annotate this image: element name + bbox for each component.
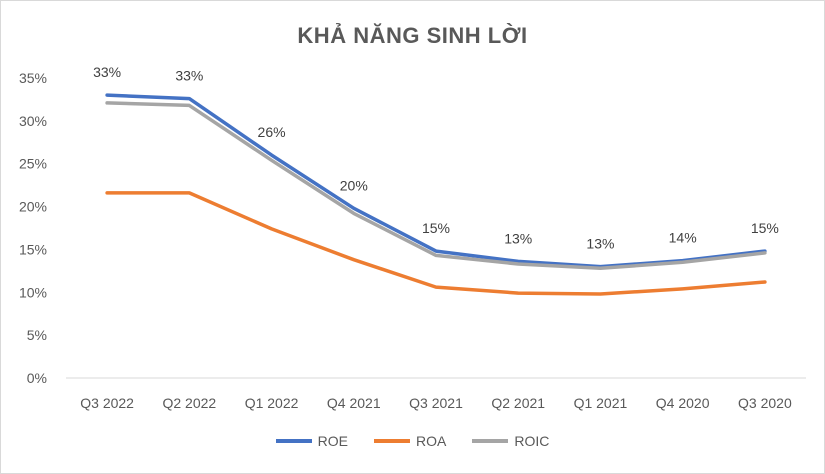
series-line-roic (105, 101, 767, 271)
y-tick-label: 30% (19, 113, 47, 129)
data-label: 15% (751, 220, 779, 236)
legend-item-roic: ROIC (472, 433, 549, 449)
legend-item-roa: ROA (374, 433, 446, 449)
data-label: 20% (340, 177, 368, 193)
x-tick-label: Q2 2022 (162, 395, 216, 411)
y-tick-label: 5% (27, 327, 47, 343)
x-tick-label: Q3 2021 (409, 395, 463, 411)
legend-swatch (472, 439, 509, 443)
data-label: 13% (504, 230, 532, 246)
data-label: 33% (175, 68, 203, 84)
data-label: 26% (258, 124, 286, 140)
y-tick-label: 35% (19, 70, 47, 86)
chart-legend: ROE ROA ROIC (1, 433, 824, 449)
y-tick-label: 10% (19, 284, 47, 300)
series-line-roa (105, 191, 767, 296)
legend-swatch (275, 439, 312, 443)
legend-swatch (374, 439, 410, 443)
x-tick-label: Q4 2020 (656, 395, 710, 411)
x-tick-label: Q3 2020 (738, 395, 792, 411)
legend-item-roe: ROE (275, 433, 348, 449)
legend-label: ROE (317, 433, 348, 449)
data-label: 13% (586, 236, 614, 252)
legend-label: ROIC (514, 433, 550, 449)
y-tick-label: 25% (19, 156, 47, 172)
x-tick-label: Q2 2021 (491, 395, 545, 411)
legend-label: ROA (416, 433, 447, 449)
y-tick-label: 20% (19, 199, 47, 215)
y-tick-label: 0% (27, 370, 47, 386)
x-tick-label: Q1 2022 (245, 395, 299, 411)
series-line-roe (105, 93, 767, 269)
x-tick-label: Q1 2021 (574, 395, 628, 411)
y-tick-label: 15% (19, 241, 47, 257)
data-label: 33% (93, 64, 121, 80)
data-label: 15% (422, 220, 450, 236)
x-tick-label: Q4 2021 (327, 395, 381, 411)
chart-title: KHẢ NĂNG SINH LỜI (297, 23, 528, 48)
x-tick-label: Q3 2022 (80, 395, 134, 411)
data-label: 14% (669, 230, 697, 246)
